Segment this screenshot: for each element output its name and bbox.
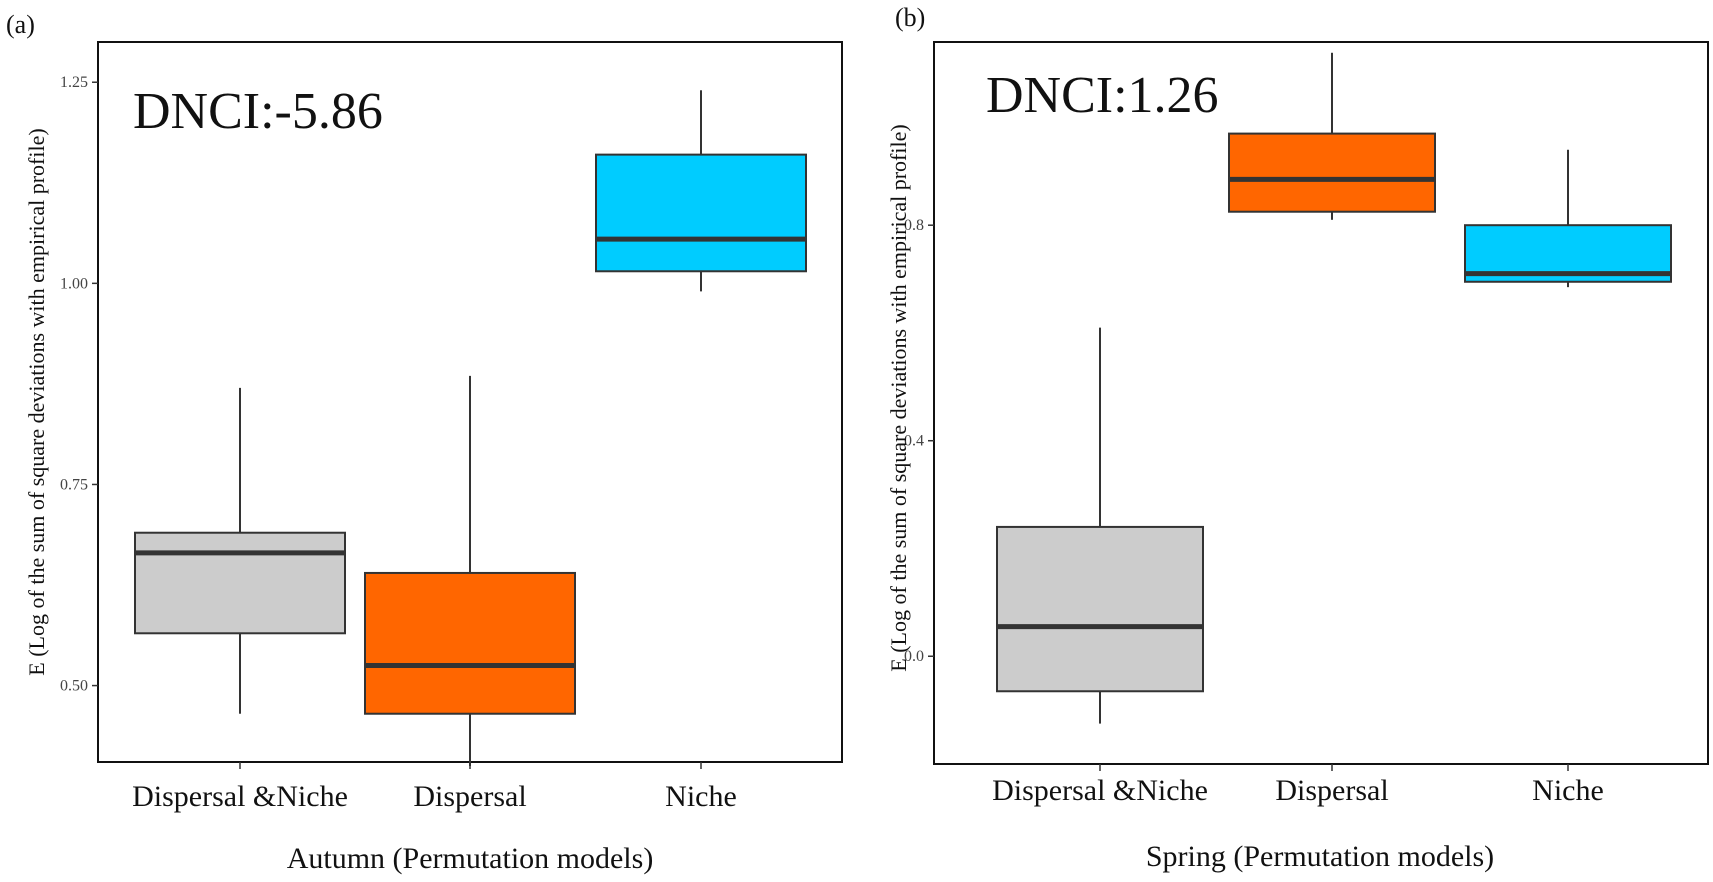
x-tick-label: Dispersal &Niche [132, 780, 348, 813]
y-tick-label: 0.4 [904, 433, 924, 450]
panel-b-label: (b) [895, 3, 925, 32]
iqr-box [1228, 132, 1436, 213]
x-tick-label: Niche [1532, 774, 1604, 807]
y-tick-label: 0.0 [904, 648, 924, 665]
box-dispersal-niche [134, 387, 346, 714]
box-dispersal [1228, 52, 1436, 220]
box-dispersal-niche [996, 327, 1204, 724]
panel-a-x-axis-title: Autumn (Permutation models) [287, 842, 654, 875]
y-tick-label: 0.50 [60, 678, 88, 695]
panel-b: (b) DNCI:1.26 0.0 0.4 0.8 Dispersal &Niche… [886, 3, 1709, 873]
box-dispersal [364, 375, 576, 767]
panel-b-y-axis-title: E (Log of the sum of square deviations w… [886, 124, 911, 671]
panel-b-x-axis: Dispersal &Niche Dispersal Niche [992, 764, 1604, 807]
panel-a: (a) DNCI:-5.86 0.50 0.75 1.00 1.25 Dispersa… [6, 10, 843, 875]
iqr-box [996, 525, 1204, 693]
y-tick-label: 1.25 [60, 74, 88, 91]
panel-a-boxes [134, 90, 807, 767]
y-tick-label: 0.8 [904, 217, 924, 234]
panel-a-x-axis: Dispersal &Niche Dispersal Niche [132, 762, 737, 813]
panel-a-y-axis-title: E (Log of the sum of square deviations w… [24, 128, 49, 675]
panel-b-x-axis-title: Spring (Permutation models) [1146, 840, 1494, 873]
panel-b-plot-frame [933, 41, 1709, 765]
iqr-box [134, 531, 346, 635]
panel-b-dnci-annotation: DNCI:1.26 [986, 67, 1219, 124]
iqr-box [595, 153, 807, 273]
iqr-box [364, 571, 576, 715]
panel-a-y-axis: 0.50 0.75 1.00 1.25 [60, 74, 98, 695]
box-niche [595, 90, 807, 292]
panel-b-boxes [996, 52, 1672, 724]
x-tick-label: Dispersal &Niche [992, 774, 1208, 807]
panel-a-label: (a) [6, 10, 35, 39]
y-tick-label: 0.75 [60, 476, 88, 493]
panel-b-y-axis: 0.0 0.4 0.8 [904, 217, 934, 665]
x-tick-label: Niche [665, 780, 737, 813]
panel-a-dnci-annotation: DNCI:-5.86 [133, 83, 383, 140]
y-tick-label: 1.00 [60, 275, 88, 292]
x-tick-label: Dispersal [1275, 774, 1388, 807]
x-tick-label: Dispersal [413, 780, 526, 813]
box-niche [1464, 149, 1672, 288]
